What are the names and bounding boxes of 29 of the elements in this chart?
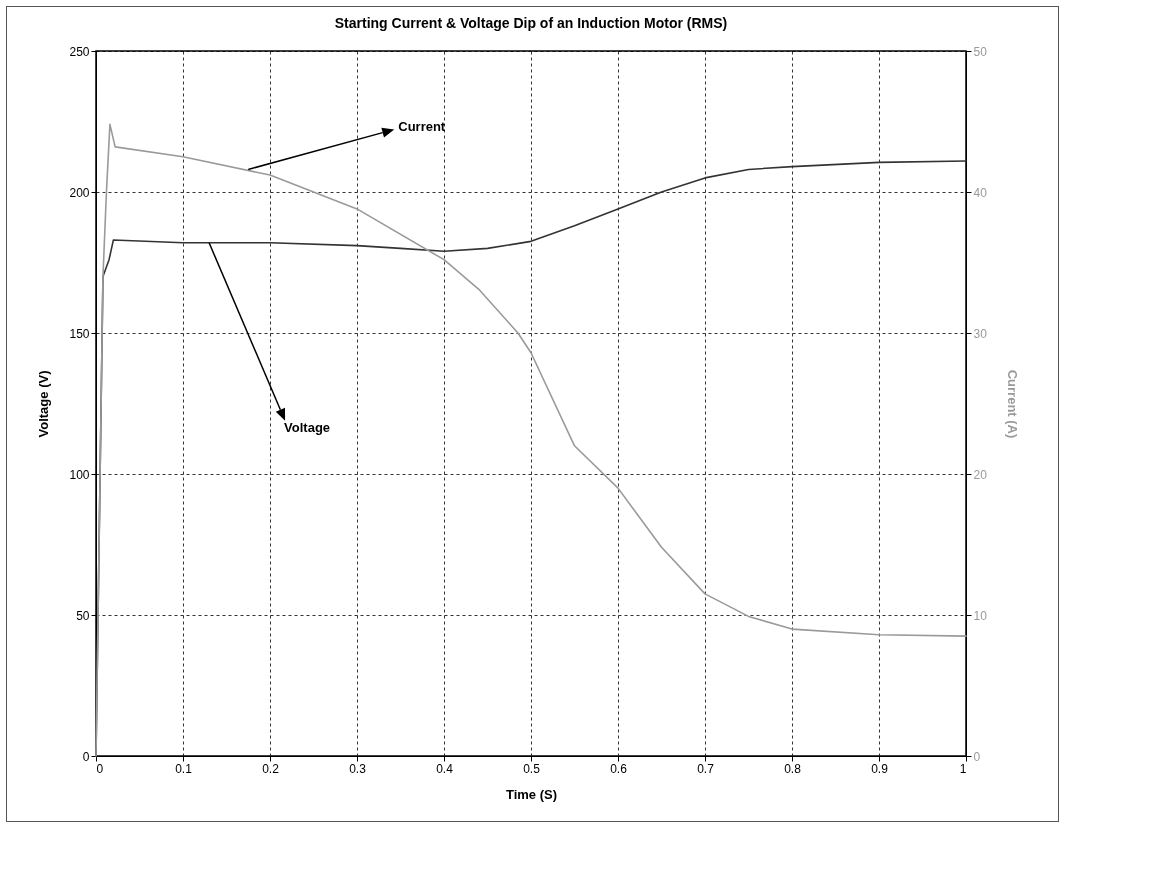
x-tick-label: 0 — [96, 761, 104, 776]
x-tick-label: 0.2 — [262, 761, 280, 776]
y2-axis-title: Current (A) — [1004, 369, 1020, 439]
x-tick-label: 0.4 — [436, 761, 454, 776]
x-tick-label: 0.5 — [523, 761, 541, 776]
x-tick-label: 0.7 — [697, 761, 715, 776]
x-tick-label: 0.3 — [349, 761, 367, 776]
y2-tick-label: 20 — [973, 467, 988, 482]
x-tick-label: 0.9 — [871, 761, 889, 776]
x-tick-label: 1 — [959, 761, 967, 776]
chart-title: Starting Current & Voltage Dip of an Induction Motor (RMS) — [334, 15, 728, 31]
x-tick-label: 0.6 — [610, 761, 628, 776]
y2-tick-label: 50 — [973, 44, 988, 59]
y2-tick-label: 30 — [973, 326, 988, 341]
y2-tick-label: 40 — [973, 185, 988, 200]
y-tick-label: 200 — [69, 185, 90, 200]
annotation: Current — [398, 119, 446, 135]
y-tick-label: 100 — [69, 467, 90, 482]
y-axis-title: Voltage (V) — [36, 370, 52, 438]
y-tick-label: 0 — [82, 749, 90, 764]
y-tick-label: 50 — [76, 608, 90, 623]
y-tick-label: 250 — [69, 44, 90, 59]
x-axis-title: Time (S) — [505, 786, 558, 802]
y-tick-label: 150 — [69, 326, 90, 341]
y2-tick-label: 0 — [973, 749, 981, 764]
y2-tick-label: 10 — [973, 608, 988, 623]
annotation: Voltage — [284, 419, 331, 435]
x-tick-label: 0.8 — [784, 761, 802, 776]
x-tick-label: 0.1 — [175, 761, 193, 776]
